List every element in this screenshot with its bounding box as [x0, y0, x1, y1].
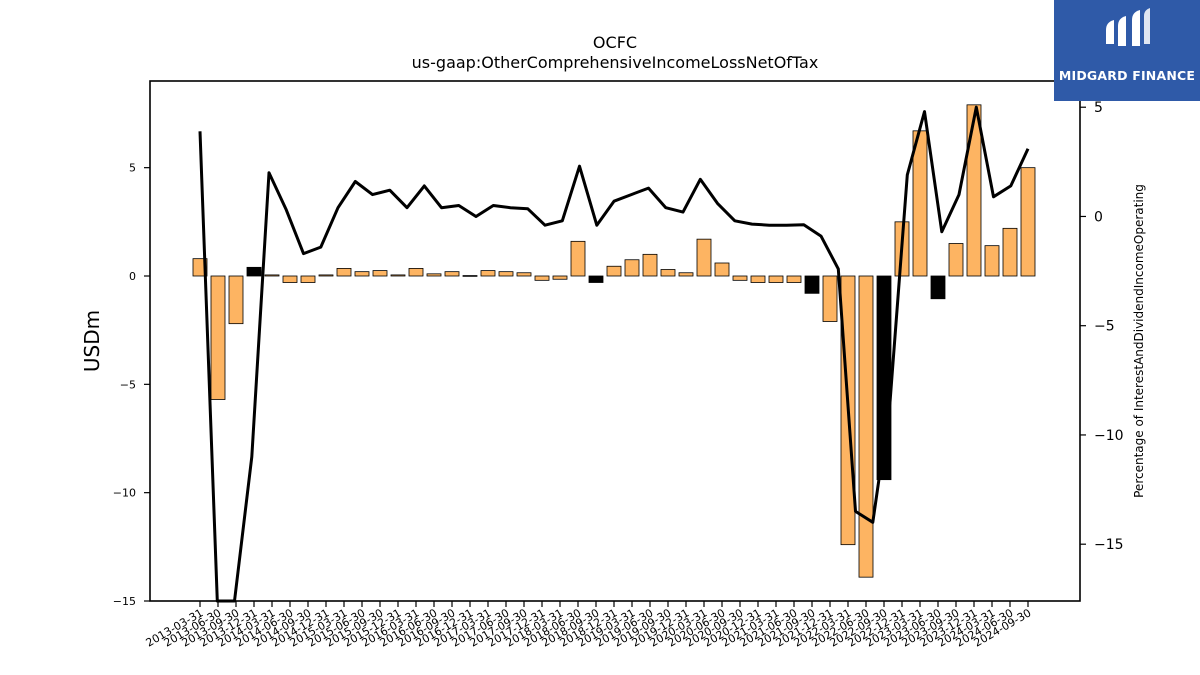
chart-title: OCFC — [593, 33, 637, 52]
bar-2020-09-30 — [732, 275, 748, 281]
brand-logo: MIDGARD FINANCE — [1054, 0, 1200, 101]
bar-2021-03-31 — [768, 275, 784, 283]
logo-mark-icon — [1106, 8, 1150, 46]
y2-tick-label: −10 — [1094, 428, 1124, 444]
bar-2017-03-31 — [480, 270, 496, 277]
bar-2019-09-30 — [660, 269, 676, 277]
bar-2014-06-30 — [282, 275, 298, 283]
bar-2023-03-31 — [912, 130, 928, 277]
bar-2023-06-30 — [930, 275, 946, 300]
bar-2015-09-30 — [372, 270, 388, 277]
y2-tick-label: −5 — [1094, 319, 1115, 335]
plot-frame — [149, 80, 1081, 602]
bar-2021-09-30 — [804, 275, 820, 294]
bar-2015-03-31 — [336, 268, 352, 277]
y-axis: −15 −10 −5 0 5 — [113, 162, 150, 608]
bar-2017-12-31 — [534, 275, 550, 281]
bar-2023-09-30 — [948, 243, 964, 277]
bar-2018-06-30 — [570, 240, 586, 277]
y2-axis: −15 −10 −5 0 5 — [1080, 100, 1124, 553]
bar-2019-12-31 — [678, 272, 694, 277]
bar-2019-03-31 — [624, 259, 640, 277]
bar-2021-12-31 — [822, 275, 838, 322]
y-tick-label: 5 — [129, 162, 136, 175]
bar-2016-03-31 — [408, 268, 424, 277]
logo-text: MIDGARD FINANCE — [1058, 68, 1196, 83]
y-tick-label: −10 — [113, 487, 136, 500]
bar-2020-12-31 — [750, 275, 766, 283]
bar-2015-06-30 — [354, 271, 370, 277]
y-tick-label: −15 — [113, 595, 136, 608]
bar-2020-06-30 — [714, 262, 730, 277]
y2-tick-label: 0 — [1094, 209, 1103, 225]
bar-2024-03-31 — [984, 245, 1000, 277]
y2-tick-label: −15 — [1094, 537, 1124, 553]
bars-group — [192, 104, 1036, 578]
bar-2013-12-31 — [246, 266, 262, 277]
bar-2015-12-31 — [390, 274, 406, 277]
bar-2013-06-30 — [210, 275, 226, 400]
chart-subtitle: us-gaap:OtherComprehensiveIncomeLossNetO… — [412, 53, 819, 72]
bar-2020-03-31 — [696, 238, 712, 277]
y2-tick-label: 5 — [1094, 100, 1103, 116]
y-tick-label: 0 — [129, 270, 136, 283]
bar-2013-09-30 — [228, 275, 244, 325]
bar-2018-03-31 — [552, 275, 568, 280]
x-axis: 2013-03-312013-06-302013-09-302013-12-31… — [144, 601, 1034, 650]
bar-2024-06-30 — [1002, 227, 1018, 277]
y2-axis-label: Percentage of InterestAndDividendIncomeO… — [1132, 184, 1146, 498]
bar-2024-09-30 — [1020, 167, 1036, 277]
bar-2014-09-30 — [300, 275, 316, 283]
bar-2019-06-30 — [642, 253, 658, 277]
bar-2022-06-30 — [858, 275, 874, 578]
bar-2016-12-31 — [462, 275, 478, 277]
bar-2016-09-30 — [444, 271, 460, 277]
bar-2021-06-30 — [786, 275, 802, 283]
bar-2016-06-30 — [426, 273, 442, 277]
y-tick-label: −5 — [120, 378, 136, 391]
bar-2017-06-30 — [498, 271, 514, 277]
bar-2014-03-31 — [264, 274, 280, 277]
bar-2018-12-31 — [606, 265, 622, 277]
bar-2018-09-30 — [588, 275, 604, 283]
line-series — [198, 105, 1030, 603]
y-axis-label: USDm — [80, 310, 104, 372]
bar-2017-09-30 — [516, 272, 532, 277]
bar-2023-12-31 — [966, 104, 982, 277]
bar-2014-12-31 — [318, 274, 334, 277]
